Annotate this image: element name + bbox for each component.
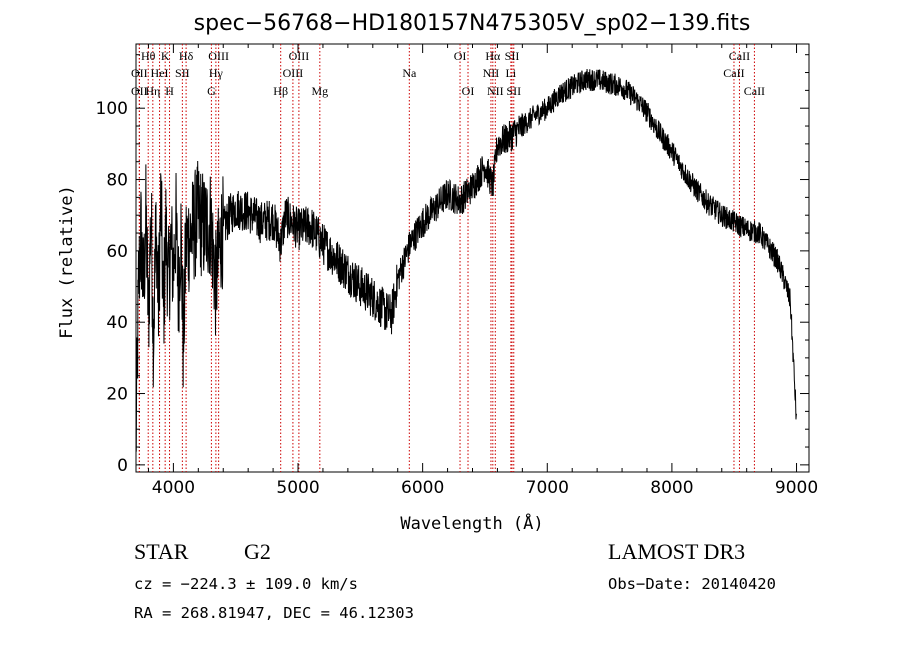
spectral-line-label: Hδ <box>179 49 194 63</box>
spectral-line-label: G <box>207 84 216 98</box>
x-tick-label: 4000 <box>152 478 195 498</box>
spectral-line-label: NII <box>483 66 500 80</box>
spectral-line-label: SII <box>506 84 521 98</box>
spectral-line-label: SII <box>505 49 520 63</box>
object-class: STAR <box>134 539 189 564</box>
x-tick-label: 9000 <box>775 478 818 498</box>
spectral-line-label: CaII <box>744 84 765 98</box>
spectral-line-label: SII <box>175 66 190 80</box>
y-tick-label: 0 <box>117 456 128 476</box>
x-tick-label: 5000 <box>276 478 319 498</box>
spectral-line-label: Na <box>402 66 417 80</box>
y-tick-label: 80 <box>106 171 128 191</box>
x-axis-ticks: 4000 5000 6000 7000 8000 9000 <box>147 44 818 498</box>
object-subclass: G2 <box>244 539 271 564</box>
spectral-line-label: CaII <box>723 66 744 80</box>
y-axis-ticks: 0 20 40 60 80 100 <box>96 54 809 476</box>
spectral-line-label: OIII <box>289 49 310 63</box>
x-tick-label: 6000 <box>401 478 444 498</box>
spectral-line-label: Hη <box>145 84 160 98</box>
obs-date: Obs−Date: 20140420 <box>608 575 776 593</box>
spectral-line-label: H <box>165 84 174 98</box>
spectral-line-label: Hβ <box>273 84 288 98</box>
survey-label: LAMOST DR3 <box>608 539 746 564</box>
spectral-line-label: Hα <box>485 49 501 63</box>
chart-title: spec−56768−HD180157N475305V_sp02−139.fit… <box>194 11 751 36</box>
spectral-line-label: OIII <box>283 66 304 80</box>
spectral-line-label: NII <box>487 84 504 98</box>
spectrum-line <box>135 69 798 452</box>
y-tick-label: 100 <box>96 99 128 119</box>
spectral-line-markers <box>138 44 755 472</box>
y-tick-label: 40 <box>106 313 128 333</box>
x-tick-label: 8000 <box>650 478 693 498</box>
y-axis-label: Flux (relative) <box>57 185 77 339</box>
coordinates: RA = 268.81947, DEC = 46.12303 <box>134 604 414 622</box>
plot-frame <box>135 43 810 473</box>
spectral-line-label: OIII <box>208 49 229 63</box>
redshift-readout: cz = −224.3 ± 109.0 km/s <box>134 575 358 593</box>
spectral-line-label: CaII <box>729 49 750 63</box>
spectral-line-label: Hγ <box>209 66 224 80</box>
y-tick-label: 60 <box>106 242 128 262</box>
spectral-line-label: Mg <box>311 84 328 98</box>
x-tick-label: 7000 <box>526 478 569 498</box>
spectral-line-label: OI <box>454 49 467 63</box>
spectral-line-label: OI <box>462 84 475 98</box>
spectral-line-label: HeI <box>151 66 169 80</box>
spectral-line-label: OII <box>131 84 148 98</box>
spectral-line-label: K <box>161 49 170 63</box>
x-axis-label: Wavelength (Å) <box>400 512 543 534</box>
spectral-line-labels: OIIHθOIIHηHeIKHSIIHδGHγOIIIHβOIIIOIIIMgN… <box>131 49 765 98</box>
plot-area: OIIHθOIIHηHeIKHSIIHδGHγOIIIHβOIIIOIIIMgN… <box>96 43 818 498</box>
spectral-line-label: Hθ <box>141 49 156 63</box>
spectral-line-label: Li <box>506 66 517 80</box>
y-tick-label: 20 <box>106 385 128 405</box>
